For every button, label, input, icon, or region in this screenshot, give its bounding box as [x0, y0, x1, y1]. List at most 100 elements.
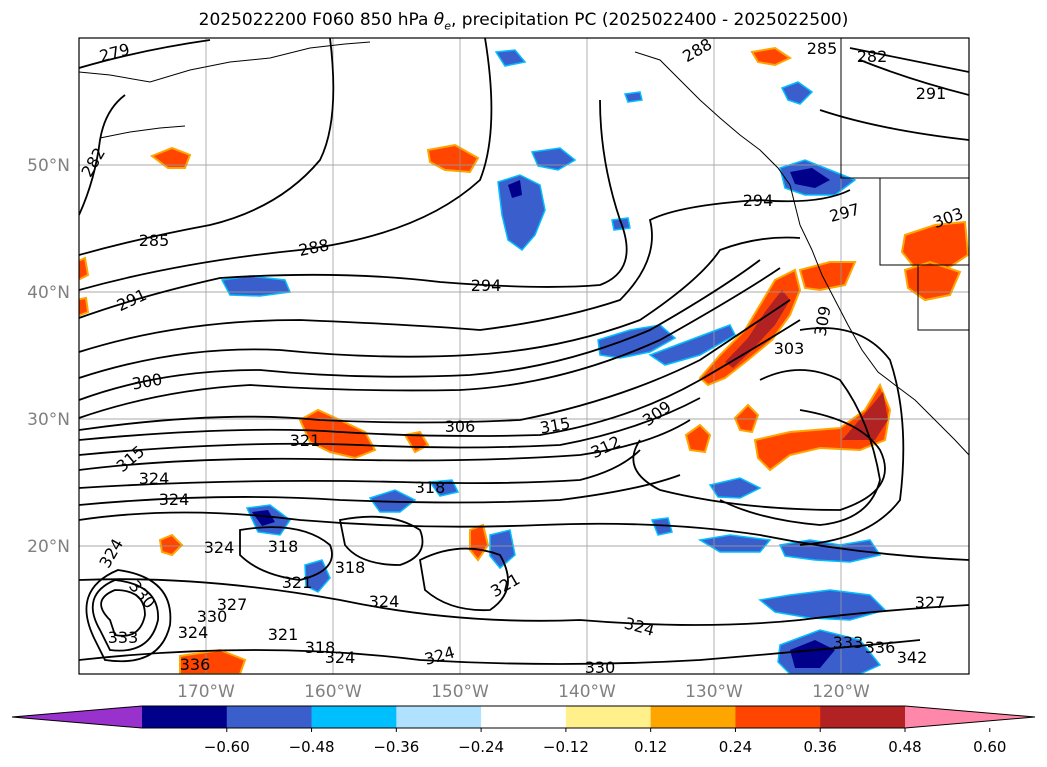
contour-label: 324 — [178, 623, 209, 642]
colorbar-tick-label: −0.48 — [289, 738, 335, 756]
contour-label: 324 — [369, 592, 400, 611]
precip-negative — [758, 589, 887, 621]
contour-label: 282 — [857, 47, 888, 66]
precip-negative-core — [508, 180, 522, 198]
contour-321 — [79, 474, 681, 506]
contour-se — [719, 369, 881, 526]
precipitation-fills — [79, 46, 969, 674]
lon-label: 160°W — [304, 682, 362, 702]
precip-negative — [428, 479, 460, 497]
map-title: 2025022200 F060 850 hPa θe, precipitatio… — [198, 10, 849, 33]
contour-ring — [85, 569, 172, 663]
colorbar: −0.60 −0.48 −0.36 −0.24 −0.12 0.12 0.24 0.36 0.4… — [11, 705, 1036, 756]
lon-labels: 170°W 160°W 150°W 140°W 130°W 120°W — [177, 682, 870, 702]
theta-e-contours — [79, 38, 969, 665]
contour-label: 321 — [282, 573, 313, 592]
precip-negative-core — [790, 640, 835, 668]
lon-label: 170°W — [177, 682, 235, 702]
contour-label: 324 — [204, 538, 235, 557]
contour-label: 342 — [897, 648, 928, 667]
contour-label: 321 — [290, 431, 321, 450]
contour-291 — [79, 99, 628, 319]
colorbar-segment — [565, 706, 652, 728]
colorbar-segment — [735, 706, 821, 728]
contour-330 — [79, 639, 921, 665]
colorbar-segment — [142, 706, 228, 728]
contour-ring — [91, 579, 159, 652]
colorbar-segment — [650, 706, 736, 728]
lat-label: 50°N — [27, 156, 70, 176]
contour-label: 291 — [916, 84, 947, 103]
lat-label: 20°N — [27, 537, 70, 557]
colorbar-tick-label: −0.36 — [373, 738, 419, 756]
colorbar-segment — [226, 706, 313, 728]
contour-label: 336 — [180, 655, 211, 674]
contour-label: 324 — [159, 490, 190, 509]
precip-blob — [149, 146, 192, 169]
contour-288 — [79, 38, 493, 291]
lat-label: 30°N — [27, 410, 70, 430]
colorbar-outline — [11, 705, 1036, 729]
colorbar-tick-label: 0.60 — [973, 738, 1006, 756]
precip-negative — [708, 477, 762, 499]
contour-315 — [79, 419, 691, 471]
contour-label: 327 — [915, 593, 946, 612]
contour-label: 330 — [585, 658, 616, 677]
precip-negative — [597, 324, 677, 359]
colorbar-segment — [820, 706, 906, 728]
contour-303 — [79, 267, 781, 419]
contour-label: 324 — [325, 648, 356, 667]
precip-negative — [497, 174, 546, 252]
precip-negative — [494, 49, 527, 67]
map-frame — [78, 37, 970, 675]
contour-318 — [79, 449, 641, 489]
contour-nw — [819, 109, 969, 141]
contour-sw — [239, 526, 333, 581]
contour-309 — [79, 319, 801, 441]
precip-blob — [298, 408, 377, 460]
contour-label: 321 — [268, 625, 299, 644]
contour-label: 294 — [471, 276, 502, 295]
colorbar-tick-label: −0.60 — [204, 738, 250, 756]
precip-blob — [753, 382, 892, 472]
contour-label: 333 — [833, 633, 864, 652]
lon-label: 150°W — [431, 682, 489, 702]
precip-blob — [750, 46, 793, 67]
contour-297 — [79, 236, 801, 379]
contour-label: 318 — [305, 638, 336, 657]
coastlines — [79, 38, 969, 456]
lon-label: 130°W — [685, 682, 743, 702]
contour-label: 303 — [774, 339, 805, 358]
precip-blob — [79, 256, 90, 281]
precip-blob — [903, 260, 962, 302]
precip-blob — [684, 423, 712, 454]
contour-label: 318 — [335, 558, 366, 577]
contour-label: 294 — [743, 191, 774, 210]
colorbar-segment — [311, 706, 397, 728]
contour-se — [799, 327, 905, 546]
contour-label: 285 — [807, 39, 838, 58]
lat-label: 40°N — [27, 283, 70, 303]
contour-285 — [79, 38, 335, 256]
precip-blob — [79, 296, 90, 317]
contour-label: 318 — [415, 478, 446, 497]
contour-306 — [79, 299, 791, 431]
contour-294 — [79, 189, 851, 353]
contour-label: 330 — [197, 607, 228, 626]
contour-279 — [79, 39, 211, 69]
contour-label: 327 — [217, 595, 248, 614]
lon-label: 140°W — [558, 682, 616, 702]
precip-negative — [304, 559, 331, 593]
precip-negative — [780, 81, 814, 105]
contour-label: 306 — [445, 417, 476, 436]
precip-negative — [650, 517, 673, 536]
precip-blob — [842, 392, 888, 440]
contour-nw — [859, 59, 969, 96]
precip-negative — [778, 539, 882, 563]
contour-282 — [79, 94, 126, 216]
precip-negative — [220, 275, 292, 297]
lon-label: 120°W — [812, 682, 870, 702]
colorbar-segment — [481, 706, 567, 728]
contour-label: 285 — [139, 231, 170, 250]
